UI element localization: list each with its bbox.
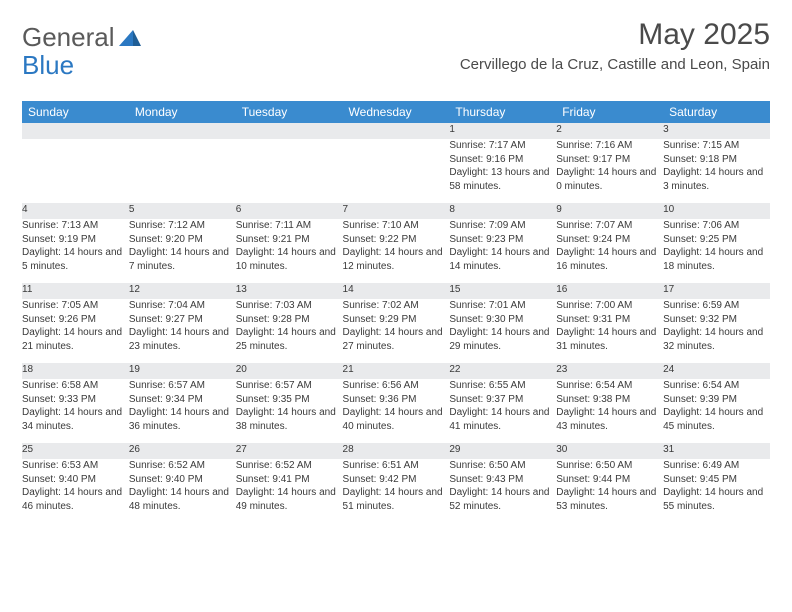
day-number-cell — [236, 123, 343, 139]
day-info-cell: Sunrise: 7:02 AMSunset: 9:29 PMDaylight:… — [343, 299, 450, 363]
day-info-cell: Sunrise: 7:16 AMSunset: 9:17 PMDaylight:… — [556, 139, 663, 203]
day-number-cell: 25 — [22, 443, 129, 459]
day-info-cell: Sunrise: 6:54 AMSunset: 9:38 PMDaylight:… — [556, 379, 663, 443]
day-info-cell: Sunrise: 6:49 AMSunset: 9:45 PMDaylight:… — [663, 459, 770, 523]
day-number-cell: 30 — [556, 443, 663, 459]
logo: General — [22, 22, 141, 53]
month-title: May 2025 — [460, 18, 770, 52]
day-number-cell: 24 — [663, 363, 770, 379]
day-info-cell: Sunrise: 7:12 AMSunset: 9:20 PMDaylight:… — [129, 219, 236, 283]
day-info-cell: Sunrise: 7:15 AMSunset: 9:18 PMDaylight:… — [663, 139, 770, 203]
logo-word2: Blue — [22, 50, 74, 81]
day-number-cell — [22, 123, 129, 139]
day-number-cell: 6 — [236, 203, 343, 219]
day-info-cell: Sunrise: 7:11 AMSunset: 9:21 PMDaylight:… — [236, 219, 343, 283]
day-number-cell: 11 — [22, 283, 129, 299]
day-info-cell: Sunrise: 7:07 AMSunset: 9:24 PMDaylight:… — [556, 219, 663, 283]
day-info-cell — [236, 139, 343, 203]
day-info-cell: Sunrise: 7:17 AMSunset: 9:16 PMDaylight:… — [449, 139, 556, 203]
day-info-cell: Sunrise: 6:50 AMSunset: 9:43 PMDaylight:… — [449, 459, 556, 523]
logo-word1: General — [22, 22, 115, 53]
day-number-cell: 2 — [556, 123, 663, 139]
day-number-row: 11121314151617 — [22, 283, 770, 299]
day-number-cell: 21 — [343, 363, 450, 379]
day-info-cell: Sunrise: 6:57 AMSunset: 9:35 PMDaylight:… — [236, 379, 343, 443]
day-info-cell: Sunrise: 6:58 AMSunset: 9:33 PMDaylight:… — [22, 379, 129, 443]
day-info-cell: Sunrise: 6:52 AMSunset: 9:40 PMDaylight:… — [129, 459, 236, 523]
day-number-row: 18192021222324 — [22, 363, 770, 379]
day-info-cell: Sunrise: 6:50 AMSunset: 9:44 PMDaylight:… — [556, 459, 663, 523]
weekday-header: Tuesday — [236, 101, 343, 123]
day-info-cell: Sunrise: 7:06 AMSunset: 9:25 PMDaylight:… — [663, 219, 770, 283]
day-info-cell: Sunrise: 6:54 AMSunset: 9:39 PMDaylight:… — [663, 379, 770, 443]
day-info-row: Sunrise: 7:17 AMSunset: 9:16 PMDaylight:… — [22, 139, 770, 203]
day-number-cell: 13 — [236, 283, 343, 299]
weekday-header: Thursday — [449, 101, 556, 123]
day-info-cell: Sunrise: 7:01 AMSunset: 9:30 PMDaylight:… — [449, 299, 556, 363]
weekday-header: Saturday — [663, 101, 770, 123]
day-number-cell: 12 — [129, 283, 236, 299]
day-number-cell: 31 — [663, 443, 770, 459]
day-number-cell: 22 — [449, 363, 556, 379]
day-number-cell — [129, 123, 236, 139]
day-info-cell: Sunrise: 6:53 AMSunset: 9:40 PMDaylight:… — [22, 459, 129, 523]
day-number-cell: 14 — [343, 283, 450, 299]
day-number-cell: 29 — [449, 443, 556, 459]
day-info-cell: Sunrise: 6:56 AMSunset: 9:36 PMDaylight:… — [343, 379, 450, 443]
header: General May 2025 Cervillego de la Cruz, … — [22, 18, 770, 73]
day-number-cell: 19 — [129, 363, 236, 379]
day-info-cell: Sunrise: 7:03 AMSunset: 9:28 PMDaylight:… — [236, 299, 343, 363]
day-number-cell: 1 — [449, 123, 556, 139]
day-number-cell: 8 — [449, 203, 556, 219]
day-info-cell — [22, 139, 129, 203]
day-info-row: Sunrise: 6:58 AMSunset: 9:33 PMDaylight:… — [22, 379, 770, 443]
day-info-cell: Sunrise: 6:59 AMSunset: 9:32 PMDaylight:… — [663, 299, 770, 363]
day-number-cell: 17 — [663, 283, 770, 299]
location-text: Cervillego de la Cruz, Castille and Leon… — [460, 56, 770, 73]
weekday-header: Wednesday — [343, 101, 450, 123]
day-info-cell: Sunrise: 7:13 AMSunset: 9:19 PMDaylight:… — [22, 219, 129, 283]
weekday-header: Friday — [556, 101, 663, 123]
day-info-cell: Sunrise: 6:57 AMSunset: 9:34 PMDaylight:… — [129, 379, 236, 443]
logo-triangle-icon — [119, 22, 141, 53]
day-info-cell: Sunrise: 6:52 AMSunset: 9:41 PMDaylight:… — [236, 459, 343, 523]
day-info-cell — [343, 139, 450, 203]
day-number-cell: 23 — [556, 363, 663, 379]
day-number-row: 123 — [22, 123, 770, 139]
day-number-cell: 3 — [663, 123, 770, 139]
day-number-cell: 15 — [449, 283, 556, 299]
day-info-row: Sunrise: 7:13 AMSunset: 9:19 PMDaylight:… — [22, 219, 770, 283]
day-number-cell — [343, 123, 450, 139]
day-number-cell: 10 — [663, 203, 770, 219]
calendar-body: 123Sunrise: 7:17 AMSunset: 9:16 PMDaylig… — [22, 123, 770, 523]
day-number-cell: 27 — [236, 443, 343, 459]
day-info-cell: Sunrise: 7:10 AMSunset: 9:22 PMDaylight:… — [343, 219, 450, 283]
day-info-row: Sunrise: 6:53 AMSunset: 9:40 PMDaylight:… — [22, 459, 770, 523]
day-number-cell: 16 — [556, 283, 663, 299]
day-number-cell: 28 — [343, 443, 450, 459]
title-block: May 2025 Cervillego de la Cruz, Castille… — [460, 18, 770, 73]
day-info-cell — [129, 139, 236, 203]
day-info-cell: Sunrise: 7:09 AMSunset: 9:23 PMDaylight:… — [449, 219, 556, 283]
day-info-cell: Sunrise: 6:55 AMSunset: 9:37 PMDaylight:… — [449, 379, 556, 443]
weekday-header: Monday — [129, 101, 236, 123]
day-info-cell: Sunrise: 6:51 AMSunset: 9:42 PMDaylight:… — [343, 459, 450, 523]
day-number-cell: 18 — [22, 363, 129, 379]
calendar-page: General May 2025 Cervillego de la Cruz, … — [0, 0, 792, 612]
day-info-cell: Sunrise: 7:05 AMSunset: 9:26 PMDaylight:… — [22, 299, 129, 363]
day-number-row: 45678910 — [22, 203, 770, 219]
day-info-row: Sunrise: 7:05 AMSunset: 9:26 PMDaylight:… — [22, 299, 770, 363]
day-number-cell: 5 — [129, 203, 236, 219]
day-info-cell: Sunrise: 7:04 AMSunset: 9:27 PMDaylight:… — [129, 299, 236, 363]
weekday-header-row: Sunday Monday Tuesday Wednesday Thursday… — [22, 101, 770, 123]
day-number-cell: 9 — [556, 203, 663, 219]
day-info-cell: Sunrise: 7:00 AMSunset: 9:31 PMDaylight:… — [556, 299, 663, 363]
day-number-cell: 20 — [236, 363, 343, 379]
day-number-row: 25262728293031 — [22, 443, 770, 459]
day-number-cell: 4 — [22, 203, 129, 219]
day-number-cell: 7 — [343, 203, 450, 219]
calendar-table: Sunday Monday Tuesday Wednesday Thursday… — [22, 101, 770, 523]
weekday-header: Sunday — [22, 101, 129, 123]
day-number-cell: 26 — [129, 443, 236, 459]
